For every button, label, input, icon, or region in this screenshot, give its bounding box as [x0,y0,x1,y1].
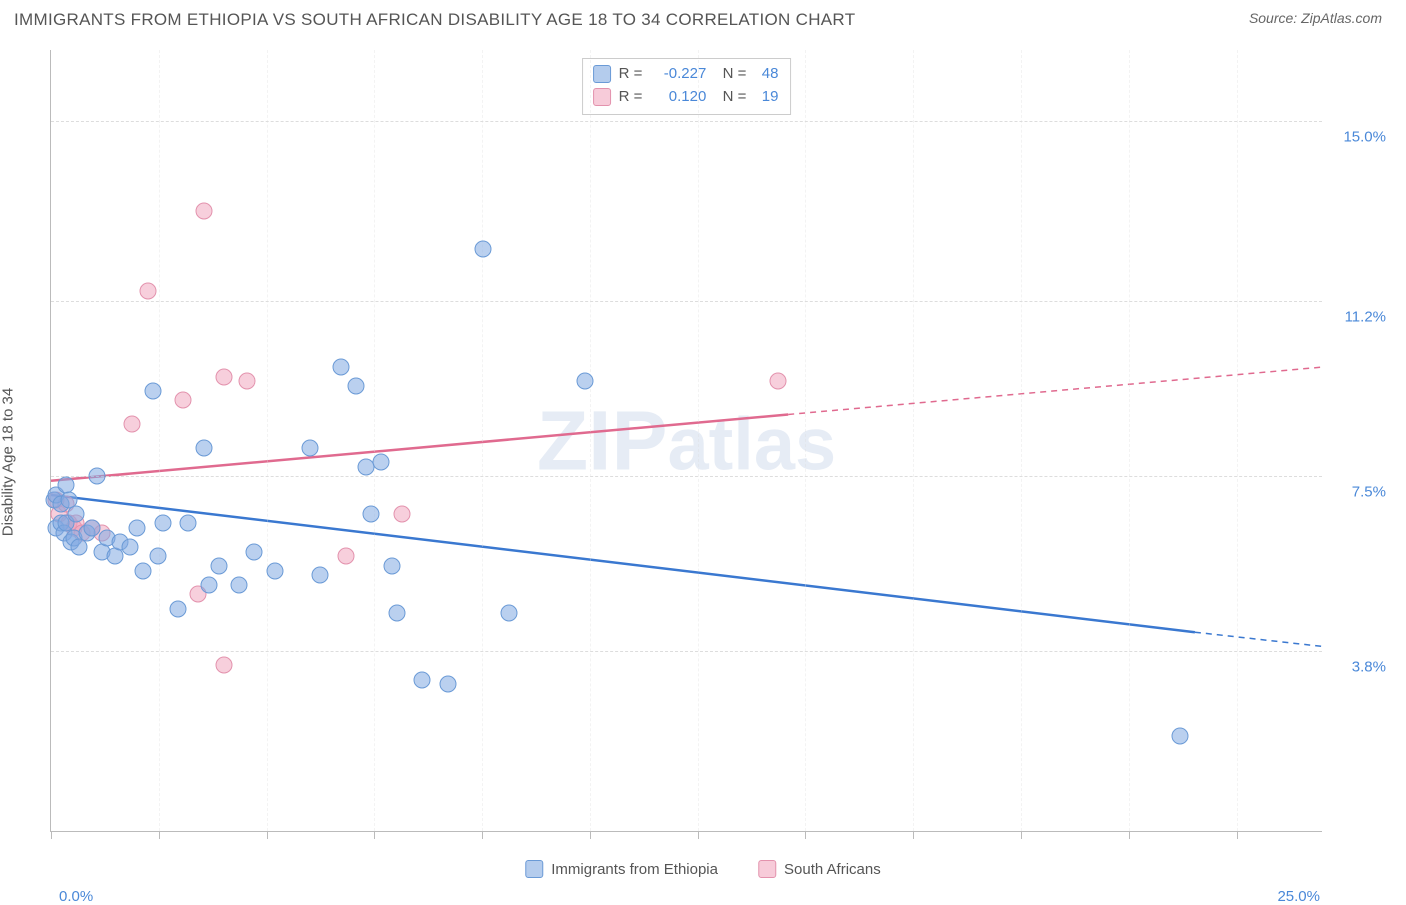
data-point-series1 [68,505,85,522]
legend-item-1: Immigrants from Ethiopia [525,860,718,878]
gridline-v [159,50,160,831]
x-tick-mark [159,831,160,839]
gridline-h [51,301,1322,302]
x-tick-mark [913,831,914,839]
n-value-1: 48 [754,63,778,86]
data-point-series1 [180,515,197,532]
data-point-series2 [770,373,787,390]
data-point-series2 [175,392,192,409]
gridline-v [1021,50,1022,831]
data-point-series1 [439,676,456,693]
data-point-series1 [373,453,390,470]
gridline-h [51,476,1322,477]
chart-title: IMMIGRANTS FROM ETHIOPIA VS SOUTH AFRICA… [14,10,855,30]
legend-label-1: Immigrants from Ethiopia [551,861,718,878]
x-tick-mark [374,831,375,839]
data-point-series2 [139,283,156,300]
data-point-series1 [144,382,161,399]
gridline-v [590,50,591,831]
n-label: N = [714,63,746,86]
data-point-series2 [124,415,141,432]
source-attribution: Source: ZipAtlas.com [1249,10,1382,26]
swatch-pink-icon [758,860,776,878]
gridline-v [698,50,699,831]
data-point-series1 [170,600,187,617]
gridline-h [51,121,1322,122]
trend-lines [51,50,1322,831]
data-point-series2 [238,373,255,390]
data-point-series1 [388,605,405,622]
gridline-v [1129,50,1130,831]
y-axis-label: Disability Age 18 to 34 [0,388,17,536]
n-value-2: 19 [754,86,778,109]
x-tick-mark [267,831,268,839]
gridline-v [374,50,375,831]
data-point-series1 [332,359,349,376]
data-point-series1 [1171,728,1188,745]
data-point-series2 [215,368,232,385]
x-tick-origin: 0.0% [59,888,93,905]
gridline-v [805,50,806,831]
x-tick-mark [51,831,52,839]
swatch-blue-icon [593,65,611,83]
data-point-series1 [246,543,263,560]
data-point-series1 [88,468,105,485]
n-label: N = [714,86,746,109]
data-point-series2 [195,202,212,219]
y-tick-label: 3.8% [1352,659,1386,676]
data-point-series1 [363,505,380,522]
data-point-series1 [414,671,431,688]
correlation-row-1: R = -0.227 N = 48 [593,63,779,86]
gridline-v [913,50,914,831]
gridline-v [267,50,268,831]
data-point-series1 [134,562,151,579]
watermark: ZIPatlas [537,392,836,489]
x-tick-mark [1021,831,1022,839]
data-point-series1 [154,515,171,532]
data-point-series2 [215,657,232,674]
gridline-h [51,651,1322,652]
data-point-series1 [231,576,248,593]
legend-item-2: South Africans [758,860,881,878]
correlation-row-2: R = 0.120 N = 19 [593,86,779,109]
swatch-pink-icon [593,88,611,106]
data-point-series1 [200,576,217,593]
y-tick-label: 7.5% [1352,484,1386,501]
data-point-series1 [129,520,146,537]
data-point-series1 [302,439,319,456]
gridline-v [482,50,483,831]
data-point-series1 [266,562,283,579]
data-point-series1 [576,373,593,390]
x-tick-mark [482,831,483,839]
correlation-legend: R = -0.227 N = 48 R = 0.120 N = 19 [582,58,792,115]
x-tick-max: 25.0% [1277,888,1320,905]
data-point-series1 [83,520,100,537]
data-point-series1 [149,548,166,565]
data-point-series2 [393,505,410,522]
r-label: R = [619,63,643,86]
x-tick-mark [1237,831,1238,839]
gridline-v [1237,50,1238,831]
r-label: R = [619,86,643,109]
data-point-series1 [210,557,227,574]
plot-area: ZIPatlas R = -0.227 N = 48 R = 0.120 N =… [50,50,1322,832]
data-point-series2 [337,548,354,565]
data-point-series1 [383,557,400,574]
series-legend: Immigrants from Ethiopia South Africans [525,860,880,878]
legend-label-2: South Africans [784,861,881,878]
data-point-series1 [500,605,517,622]
x-tick-mark [590,831,591,839]
x-tick-mark [698,831,699,839]
swatch-blue-icon [525,860,543,878]
data-point-series1 [121,539,138,556]
chart-container: Disability Age 18 to 34 ZIPatlas R = -0.… [14,42,1392,882]
data-point-series1 [195,439,212,456]
x-tick-mark [1129,831,1130,839]
y-tick-label: 15.0% [1343,129,1386,146]
data-point-series1 [348,378,365,395]
data-point-series1 [312,567,329,584]
data-point-series1 [475,240,492,257]
x-tick-mark [805,831,806,839]
y-tick-label: 11.2% [1345,308,1386,325]
